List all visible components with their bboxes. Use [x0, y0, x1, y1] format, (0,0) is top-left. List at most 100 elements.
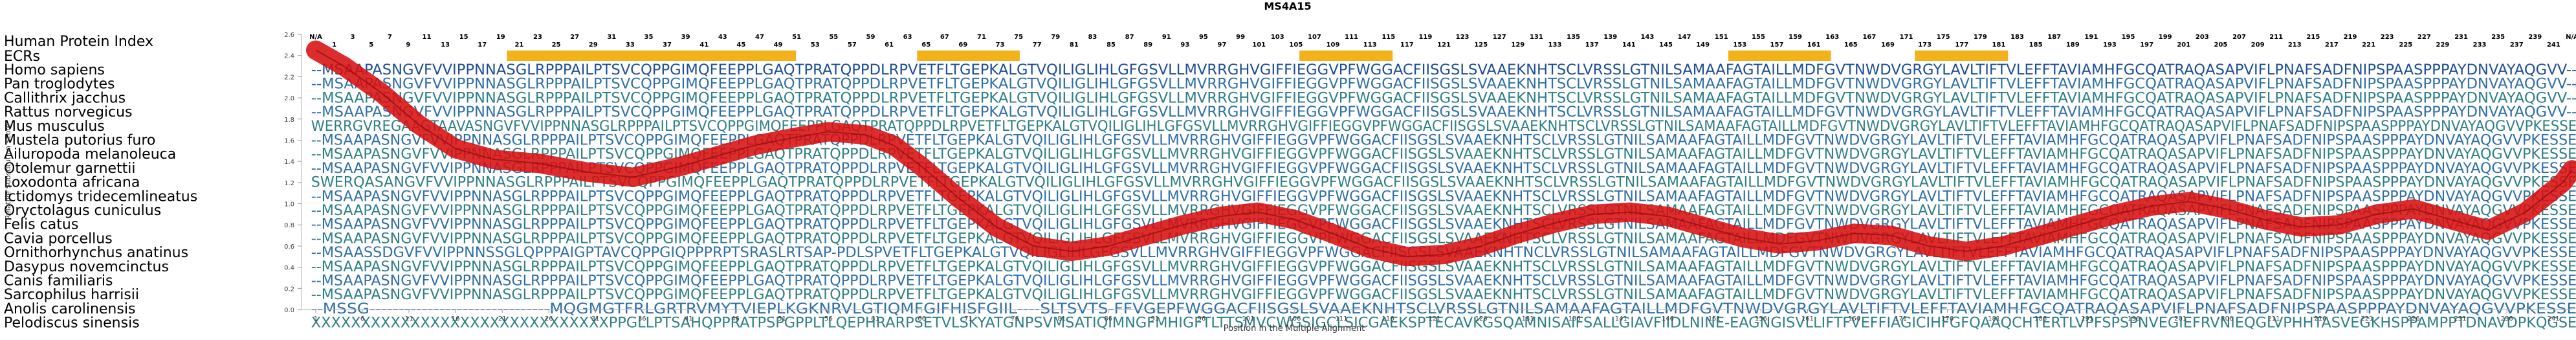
index-label: 63	[903, 34, 912, 41]
index-label: 145	[1659, 41, 1673, 49]
x-tick-label: 81	[1057, 315, 1066, 323]
y-tick-label: 0.4	[284, 265, 294, 272]
x-tick-label: 31	[591, 315, 600, 323]
x-tick-label: 41	[685, 315, 693, 323]
x-tick-label: 26	[545, 315, 553, 323]
index-label: 173	[1918, 41, 1932, 49]
x-tick-label: 121	[1429, 315, 1441, 323]
x-tick-label: 51	[778, 315, 786, 323]
index-label: 199	[2159, 34, 2172, 41]
index-label: 189	[2066, 41, 2080, 49]
index-label: 91	[1162, 34, 1171, 41]
index-label: 39	[681, 34, 690, 41]
index-label: 169	[1881, 41, 1895, 49]
ecr-label: ECRs	[4, 49, 40, 65]
index-label: 69	[958, 41, 967, 49]
x-tick-label: 71	[964, 315, 973, 323]
index-label: 195	[2122, 34, 2135, 41]
ecr-block	[1728, 51, 1831, 61]
species-sequence: XXXXXXXXXXXXXXXXXXXXXXXXXXXXXXPPGLLPTSAH…	[311, 315, 2576, 332]
index-label: 237	[2510, 41, 2524, 49]
index-label: 35	[644, 34, 654, 41]
index-label: 111	[1345, 34, 1358, 41]
index-label: 131	[1530, 34, 1543, 41]
index-label: 191	[2084, 34, 2098, 41]
species-name: Felis catus	[4, 217, 78, 233]
index-label: N/A	[309, 34, 322, 41]
x-tick-label: 146	[1662, 315, 1674, 323]
ecr-block	[507, 51, 797, 61]
y-tick-label: 0.0	[284, 307, 294, 314]
index-title: Human Protein Index	[4, 34, 153, 50]
index-label: 1	[332, 41, 336, 49]
index-label: 55	[829, 34, 838, 41]
index-label: 139	[1603, 34, 1617, 41]
x-tick-label: 131	[1522, 315, 1534, 323]
ecr-row	[507, 51, 2009, 61]
index-label: 11	[423, 34, 432, 41]
index-label: N/A	[2566, 34, 2576, 41]
index-label: 107	[1308, 34, 1321, 41]
x-tick-label: 181	[1988, 315, 2000, 323]
y-tick-label: 2.6	[284, 32, 294, 39]
index-label: 221	[2362, 41, 2375, 49]
index-label: 211	[2269, 34, 2283, 41]
x-tick-label: 11	[405, 315, 413, 323]
index-label: 227	[2417, 34, 2431, 41]
x-tick-label: 216	[2314, 315, 2326, 323]
index-label: 215	[2306, 34, 2320, 41]
index-label: 41	[699, 41, 709, 49]
chart-title: MS4A15	[1264, 0, 1311, 12]
index-label: 185	[2029, 41, 2043, 49]
species-sequence: --MSAAPASNGVFVVIPPNNASGLRPPPAILPTSVCQPPG…	[311, 104, 2576, 120]
index-label: 17	[478, 41, 487, 49]
species-sequence: --MSAAPASNGVFVVIPPNNASGLRPPPAILPTSVCQPPG…	[311, 273, 2576, 289]
index-label: 197	[2140, 41, 2153, 49]
species-sequence: WERRGVREGAAGTAAVASNGVFVVIPPNNASGLRPPPAIL…	[311, 119, 2576, 135]
index-label: 23	[533, 34, 542, 41]
species-name: Pelodiscus sinensis	[4, 315, 140, 332]
species-name: Otolemur garnettii	[4, 161, 136, 177]
index-label: 163	[1825, 34, 1839, 41]
index-label: 175	[1937, 34, 1950, 41]
species-name: Rattus norvegicus	[4, 104, 133, 120]
x-tick-label: 101	[1242, 315, 1254, 323]
x-tick-label: 206	[2221, 315, 2233, 323]
index-label: 87	[1125, 34, 1134, 41]
index-label: 127	[1493, 34, 1506, 41]
index-label: 209	[2251, 41, 2265, 49]
species-name: Mus musculus	[4, 119, 105, 135]
index-label: 13	[441, 41, 450, 49]
index-label: 121	[1437, 41, 1451, 49]
index-label: 135	[1567, 34, 1580, 41]
index-label: 47	[755, 34, 764, 41]
index-label: 73	[996, 41, 1005, 49]
species-name: Sarcophilus harrisii	[4, 287, 139, 303]
species-name: Dasypus novemcinctus	[4, 259, 169, 275]
index-label: 43	[718, 34, 727, 41]
x-tick-labels: 1 6 11 16 21 26 31 36 41 46 51 56 61 66 71 76 81 86 91 96 10…	[314, 310, 2560, 323]
index-label: 203	[2196, 34, 2209, 41]
species-name: Homo sapiens	[4, 62, 105, 78]
x-tick-label: 66	[918, 315, 926, 323]
species-name: Callithrix jacchus	[4, 90, 126, 106]
index-label: 233	[2473, 41, 2487, 49]
index-label: 31	[607, 34, 616, 41]
x-tick-label: 76	[1011, 315, 1019, 323]
index-label: 149	[1696, 41, 1710, 49]
index-label: 51	[792, 34, 801, 41]
x-tick-label: 156	[1755, 315, 1767, 323]
x-tick-label: 111	[1335, 315, 1347, 323]
index-label: 161	[1807, 41, 1821, 49]
species-sequence: --MSAAPASNGVFVVIPPNNASGLRPPPAILPTSVCQPPG…	[311, 62, 2576, 78]
y-tick-label: 1.8	[284, 117, 294, 124]
x-tick-label: 16	[452, 315, 460, 323]
y-tick-label: 0.8	[284, 222, 294, 229]
x-tick-label: 221	[2361, 315, 2373, 323]
index-label: 77	[1033, 41, 1042, 49]
x-tick-label: 226	[2407, 315, 2419, 323]
index-label: 123	[1456, 34, 1470, 41]
x-tick-label: 86	[1104, 315, 1112, 323]
x-tick-label: 56	[824, 315, 833, 323]
